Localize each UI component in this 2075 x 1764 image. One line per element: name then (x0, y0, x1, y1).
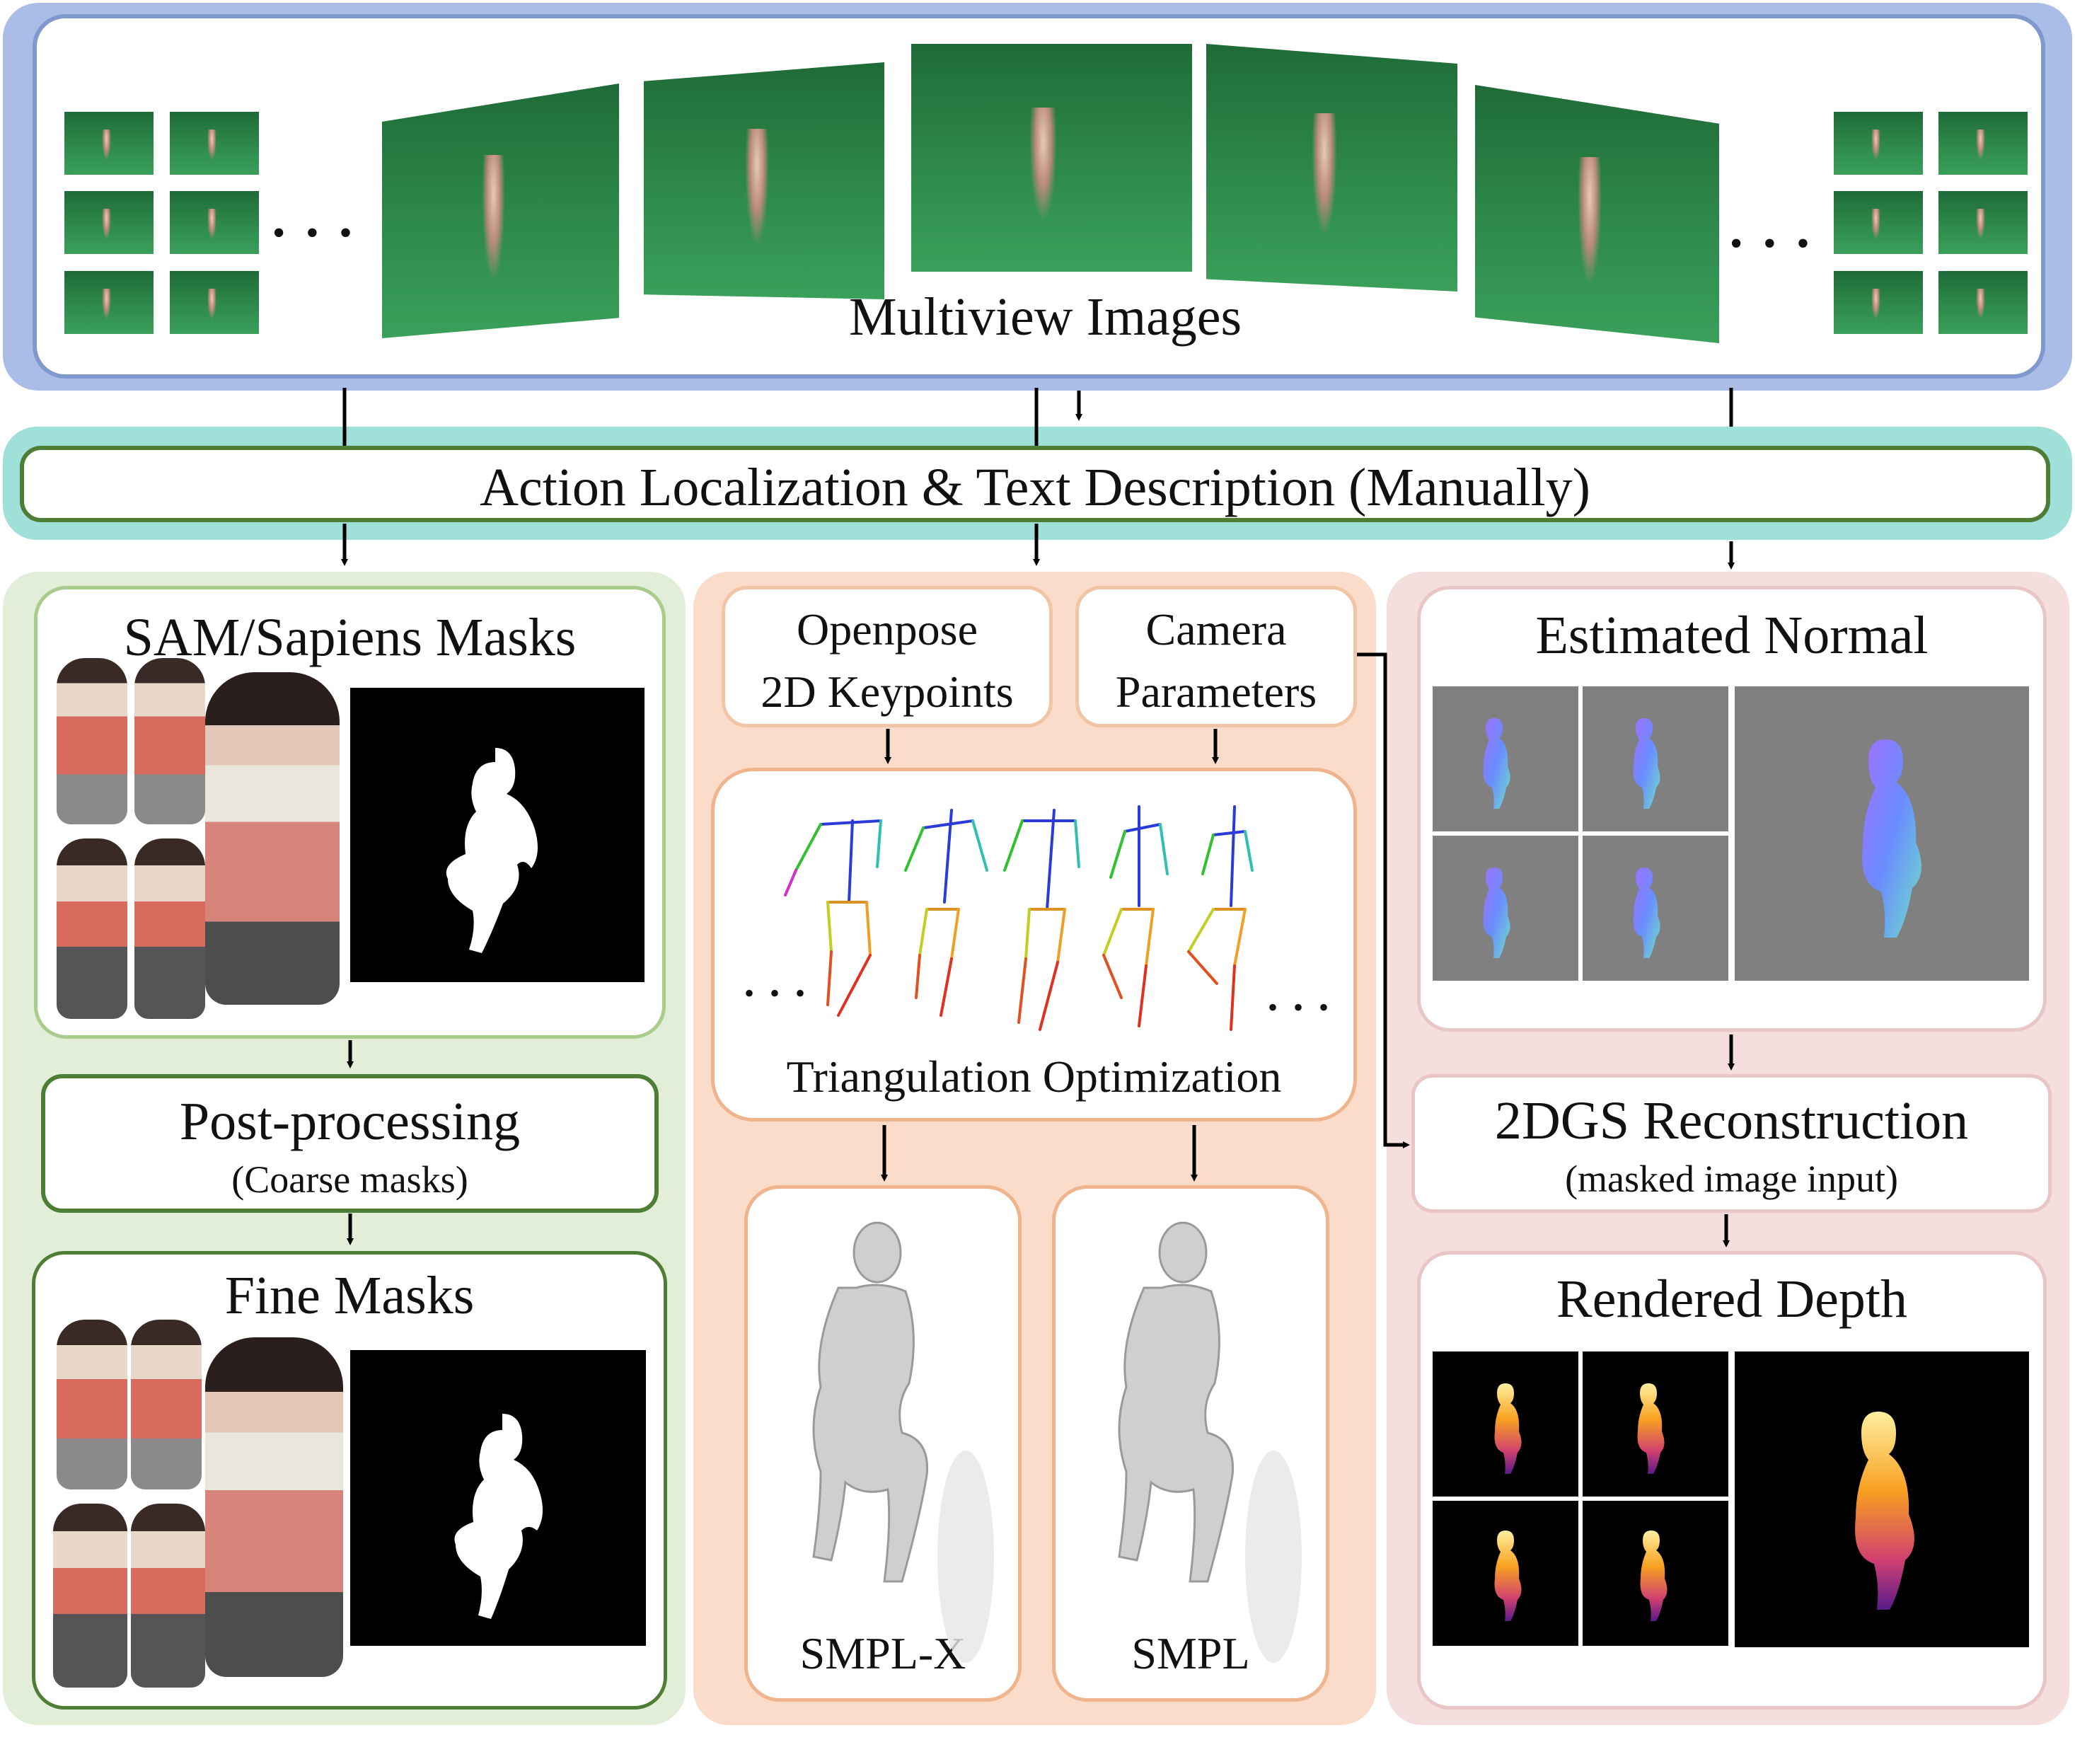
fine-masks-title: Fine Masks (224, 1266, 475, 1325)
action-label: Action Localization & Text Description (… (480, 458, 1590, 517)
multiview-thumb (62, 189, 156, 256)
multiview-image-2 (644, 62, 884, 299)
normal-figure-icon (1483, 718, 1921, 958)
person-cutout (131, 1504, 205, 1688)
multiview-thumb (1936, 189, 2030, 256)
multiview-thumb (1936, 110, 2030, 177)
multiview-thumb (1832, 189, 1925, 256)
openpose-box: Openpose 2D Keypoints (722, 586, 1053, 727)
multiview-thumb (1832, 269, 1925, 336)
silhouette-icon (446, 748, 538, 953)
person-cutout (134, 838, 205, 1019)
connector-arrow (1357, 652, 1410, 1148)
person-cutout (131, 1320, 202, 1489)
recon-box: 2DGS Reconstruction (masked image input) (1411, 1074, 2052, 1213)
ellipsis-right: • • • (1730, 224, 1815, 264)
multiview-thumb (168, 269, 261, 336)
multiview-thumb (1936, 269, 2030, 336)
multiview-image-4 (1206, 44, 1457, 292)
camera-line2: Parameters (1115, 667, 1317, 717)
skeleton-icon (784, 805, 1254, 1031)
depth-figure-icon (1494, 1383, 1914, 1621)
ellipsis-left: • • • (272, 213, 358, 253)
person-cutout-large (205, 672, 340, 1005)
multiview-thumb (1832, 110, 1925, 177)
post-processing-subtitle: (Coarse masks) (231, 1158, 468, 1201)
smplx-label: SMPL-X (799, 1628, 966, 1678)
silhouette-icon (454, 1414, 543, 1619)
person-cutout (57, 658, 127, 824)
ellipsis-skeleton-right: • • • (1268, 991, 1334, 1023)
recon-subtitle: (masked image input) (1565, 1158, 1898, 1200)
body-mesh-icon (812, 1221, 1235, 1583)
multiview-image-1 (382, 83, 619, 338)
recon-title: 2DGS Reconstruction (1494, 1091, 1969, 1151)
camera-line1: Camera (1145, 604, 1287, 655)
multiview-title: Multiview Images (849, 287, 1242, 347)
multiview-thumb (62, 269, 156, 336)
triangulation-title: Triangulation Optimization (786, 1051, 1282, 1102)
openpose-line1: Openpose (797, 604, 978, 655)
multiview-image-3 (911, 44, 1192, 272)
person-cutout (53, 1504, 127, 1688)
multiview-image-5 (1475, 85, 1719, 343)
camera-params-box: Camera Parameters (1075, 586, 1357, 727)
person-cutout (57, 1320, 127, 1489)
action-box: Action Localization & Text Description (… (20, 446, 2050, 522)
depth-title: Rendered Depth (1556, 1269, 1907, 1329)
sam-masks-title: SAM/Sapiens Masks (123, 608, 577, 667)
person-cutout (57, 838, 127, 1019)
person-cutout (134, 658, 205, 824)
person-cutout-large (205, 1337, 343, 1677)
mask-image (350, 688, 645, 982)
multiview-thumb (62, 110, 156, 177)
post-processing-title: Post-processing (179, 1092, 521, 1151)
ellipsis-skeleton-left: • • • (744, 977, 810, 1009)
multiview-thumb (168, 189, 261, 256)
fine-mask-image (350, 1350, 646, 1646)
smpl-label: SMPL (1131, 1628, 1250, 1678)
openpose-line2: 2D Keypoints (761, 667, 1014, 717)
multiview-thumb (168, 110, 261, 177)
normal-title: Estimated Normal (1535, 606, 1929, 665)
post-processing-box: Post-processing (Coarse masks) (41, 1074, 659, 1213)
